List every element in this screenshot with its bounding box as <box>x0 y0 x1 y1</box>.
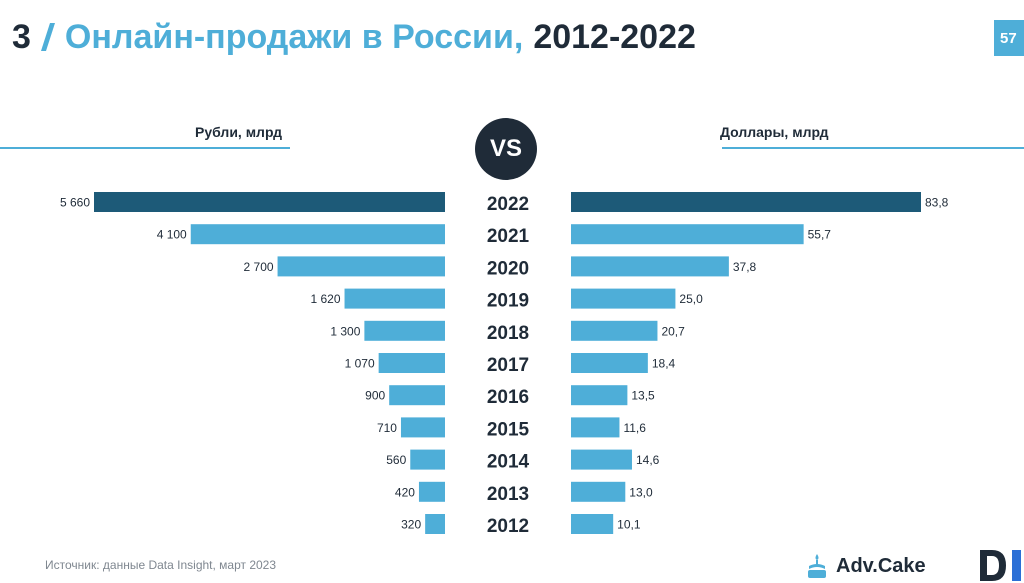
year-label: 2012 <box>487 516 529 537</box>
dollars-value-label: 13,0 <box>629 485 653 499</box>
rubles-value-label: 320 <box>401 518 421 532</box>
year-label: 2022 <box>487 194 529 215</box>
dollars-value-label: 13,5 <box>631 389 655 403</box>
dollars-value-label: 11,6 <box>623 421 646 435</box>
dollars-bar <box>571 353 648 373</box>
rubles-bar <box>344 288 445 309</box>
year-label: 2015 <box>487 419 530 440</box>
dollars-bar <box>571 417 620 438</box>
rubles-value-label: 710 <box>377 421 397 435</box>
dollars-value-label: 25,0 <box>679 292 703 306</box>
dollars-value-label: 37,8 <box>733 260 757 274</box>
rubles-bar <box>400 417 445 438</box>
dollars-bar <box>571 481 626 502</box>
dollars-bar <box>571 256 729 277</box>
slash-icon <box>40 23 55 51</box>
rubles-bar <box>190 224 445 245</box>
rubles-column-label: Рубли, млрд <box>195 124 283 140</box>
year-label: 2019 <box>487 291 529 312</box>
dollars-bar <box>571 320 658 341</box>
dollars-divider <box>722 147 1024 149</box>
rubles-value-label: 1 300 <box>330 324 360 338</box>
rubles-bar <box>425 514 445 534</box>
source-note: Источник: данные Data Insight, март 2023 <box>45 558 277 572</box>
year-label: 2013 <box>487 484 529 505</box>
rubles-bar <box>364 320 445 341</box>
rubles-value-label: 420 <box>395 485 415 499</box>
dollars-bar <box>571 224 804 245</box>
rubles-bar <box>378 353 445 373</box>
page-header: 3 Онлайн-продажи в России, 2012-2022 <box>12 12 696 62</box>
data-insight-logo <box>980 550 1021 581</box>
section-number: 3 <box>12 17 31 56</box>
rubles-value-label: 5 660 <box>60 196 90 210</box>
cake-icon <box>808 554 826 578</box>
rubles-divider <box>0 147 290 149</box>
vs-badge: VS <box>475 118 537 180</box>
dollars-value-label: 20,7 <box>661 324 685 338</box>
year-label: 2021 <box>487 226 530 247</box>
butterfly-bar-chart: 5 660 2022 83,8 4 100 2021 55,7 2 700 2020 37,8 1… <box>60 192 949 537</box>
rubles-value-label: 2 700 <box>244 260 274 274</box>
dollars-bar <box>571 192 921 212</box>
dollars-column-label: Доллары, млрд <box>720 124 829 140</box>
year-label: 2017 <box>487 355 529 376</box>
dollars-bar <box>571 449 632 470</box>
rubles-value-label: 1 620 <box>311 292 341 306</box>
dollars-bar <box>571 514 614 534</box>
rubles-bar <box>418 481 445 502</box>
dollars-value-label: 55,7 <box>808 228 832 242</box>
page-number-badge: 57 <box>994 20 1024 56</box>
page-title: Онлайн-продажи в России, <box>64 17 524 56</box>
dollars-value-label: 18,4 <box>652 357 676 371</box>
dollars-bar <box>571 385 628 406</box>
rubles-bar <box>277 256 445 277</box>
rubles-value-label: 560 <box>386 453 406 467</box>
year-label: 2018 <box>487 323 529 344</box>
dollars-value-label: 14,6 <box>636 453 660 467</box>
rubles-bar <box>410 449 445 470</box>
year-label: 2016 <box>487 387 529 408</box>
rubles-value-label: 1 070 <box>345 357 375 371</box>
year-label: 2014 <box>487 452 530 473</box>
rubles-bar <box>389 385 445 406</box>
dollars-value-label: 10,1 <box>617 518 641 532</box>
brand-name: Adv.Cake <box>836 554 926 577</box>
dollars-value-label: 83,8 <box>925 196 949 210</box>
year-label: 2020 <box>487 258 529 279</box>
title-years: 2012-2022 <box>533 17 696 56</box>
rubles-bar <box>94 192 445 212</box>
rubles-value-label: 900 <box>365 389 385 403</box>
dollars-bar <box>571 288 676 309</box>
rubles-value-label: 4 100 <box>157 228 187 242</box>
adv-cake-logo: Adv.Cake <box>806 551 926 581</box>
